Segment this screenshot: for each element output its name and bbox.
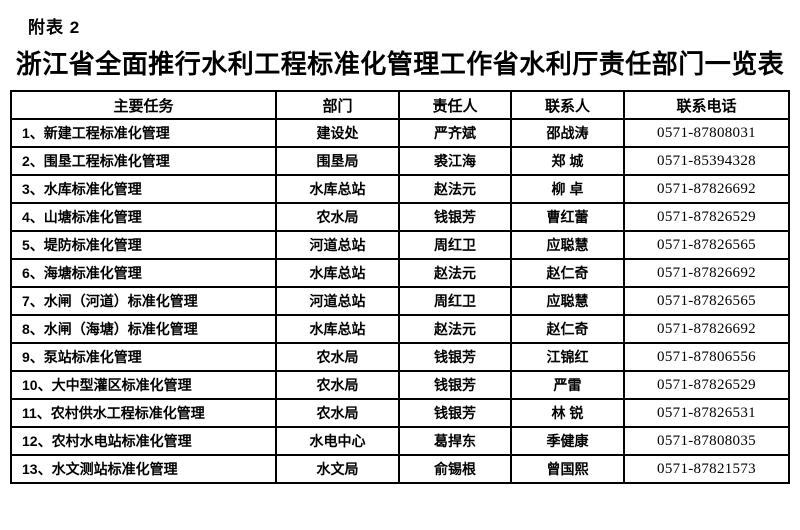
cell-person: 周红卫 — [398, 230, 512, 260]
cell-phone: 0571-87808035 — [623, 426, 790, 456]
cell-person: 周红卫 — [398, 286, 512, 316]
cell-contact: 曾国熙 — [510, 454, 625, 484]
responsibility-table: 主要任务 部门 责任人 联系人 联系电话 1、新建工程标准化管理 建设处 严齐斌 邵战… — [10, 90, 790, 484]
cell-task: 1、新建工程标准化管理 — [10, 118, 277, 148]
cell-phone: 0571-87826565 — [623, 230, 790, 260]
cell-contact: 郑 城 — [510, 146, 625, 176]
cell-person: 钱银芳 — [398, 342, 512, 372]
cell-task: 3、水库标准化管理 — [10, 174, 277, 204]
cell-contact: 严雷 — [510, 370, 625, 400]
cell-phone: 0571-85394328 — [623, 146, 790, 176]
cell-phone: 0571-87826692 — [623, 258, 790, 288]
header-contact-phone: 联系电话 — [623, 90, 790, 120]
cell-contact: 林 锐 — [510, 398, 625, 428]
cell-contact: 邵战涛 — [510, 118, 625, 148]
table-row: 12、农村水电站标准化管理 水电中心 葛捍东 季健康 0571-87808035 — [10, 426, 790, 456]
cell-task: 6、海塘标准化管理 — [10, 258, 277, 288]
cell-task: 7、水闸（河道）标准化管理 — [10, 286, 277, 316]
cell-phone: 0571-87826692 — [623, 174, 790, 204]
cell-dept: 农水局 — [275, 342, 400, 372]
header-main-task: 主要任务 — [10, 90, 277, 120]
header-responsible: 责任人 — [398, 90, 512, 120]
cell-contact: 赵仁奇 — [510, 258, 625, 288]
cell-contact: 赵仁奇 — [510, 314, 625, 344]
cell-contact: 应聪慧 — [510, 230, 625, 260]
cell-dept: 农水局 — [275, 370, 400, 400]
cell-task: 4、山塘标准化管理 — [10, 202, 277, 232]
cell-dept: 围垦局 — [275, 146, 400, 176]
cell-phone: 0571-87826529 — [623, 370, 790, 400]
cell-task: 5、堤防标准化管理 — [10, 230, 277, 260]
cell-dept: 河道总站 — [275, 230, 400, 260]
cell-phone: 0571-87806556 — [623, 342, 790, 372]
table-row: 6、海塘标准化管理 水库总站 赵法元 赵仁奇 0571-87826692 — [10, 258, 790, 288]
cell-dept: 水文局 — [275, 454, 400, 484]
cell-dept: 水电中心 — [275, 426, 400, 456]
cell-contact: 季健康 — [510, 426, 625, 456]
cell-task: 8、水闸（海塘）标准化管理 — [10, 314, 277, 344]
cell-contact: 江锦红 — [510, 342, 625, 372]
cell-person: 钱银芳 — [398, 398, 512, 428]
cell-person: 钱银芳 — [398, 202, 512, 232]
cell-task: 13、水文测站标准化管理 — [10, 454, 277, 484]
cell-person: 裘江海 — [398, 146, 512, 176]
cell-task: 12、农村水电站标准化管理 — [10, 426, 277, 456]
cell-phone: 0571-87826531 — [623, 398, 790, 428]
cell-dept: 农水局 — [275, 398, 400, 428]
header-contact-person: 联系人 — [510, 90, 625, 120]
table-row: 4、山塘标准化管理 农水局 钱银芳 曹红蕾 0571-87826529 — [10, 202, 790, 232]
table-row: 1、新建工程标准化管理 建设处 严齐斌 邵战涛 0571-87808031 — [10, 118, 790, 148]
table-header-row: 主要任务 部门 责任人 联系人 联系电话 — [10, 90, 790, 120]
cell-dept: 农水局 — [275, 202, 400, 232]
cell-dept: 水库总站 — [275, 258, 400, 288]
table-row: 11、农村供水工程标准化管理 农水局 钱银芳林 锐 0571-87826531 — [10, 398, 790, 428]
cell-dept: 建设处 — [275, 118, 400, 148]
table-row: 5、堤防标准化管理 河道总站 周红卫 应聪慧 0571-87826565 — [10, 230, 790, 260]
cell-dept: 水库总站 — [275, 314, 400, 344]
cell-person: 严齐斌 — [398, 118, 512, 148]
table-row: 10、大中型灌区标准化管理 农水局 钱银芳 严雷 0571-87826529 — [10, 370, 790, 400]
cell-phone: 0571-87826529 — [623, 202, 790, 232]
page-title: 浙江省全面推行水利工程标准化管理工作省水利厅责任部门一览表 — [15, 49, 785, 79]
table-body: 1、新建工程标准化管理 建设处 严齐斌 邵战涛 0571-87808031 2、围垦工程标… — [10, 118, 790, 484]
cell-dept: 水库总站 — [275, 174, 400, 204]
cell-person: 葛捍东 — [398, 426, 512, 456]
table-row: 8、水闸（海塘）标准化管理 水库总站 赵法元 赵仁奇 0571-87826692 — [10, 314, 790, 344]
cell-task: 11、农村供水工程标准化管理 — [10, 398, 277, 428]
cell-task: 9、泵站标准化管理 — [10, 342, 277, 372]
cell-person: 俞锡根 — [398, 454, 512, 484]
table-row: 3、水库标准化管理 水库总站 赵法元柳 卓 0571-87826692 — [10, 174, 790, 204]
cell-phone: 0571-87808031 — [623, 118, 790, 148]
cell-contact: 柳 卓 — [510, 174, 625, 204]
cell-phone: 0571-87821573 — [623, 454, 790, 484]
table-row: 2、围垦工程标准化管理 围垦局 裘江海郑 城 0571-85394328 — [10, 146, 790, 176]
table-row: 9、泵站标准化管理 农水局 钱银芳 江锦红 0571-87806556 — [10, 342, 790, 372]
cell-phone: 0571-87826565 — [623, 286, 790, 316]
cell-contact: 应聪慧 — [510, 286, 625, 316]
cell-contact: 曹红蕾 — [510, 202, 625, 232]
header-department: 部门 — [275, 90, 400, 120]
table-row: 13、水文测站标准化管理 水文局 俞锡根 曾国熙 0571-87821573 — [10, 454, 790, 484]
cell-task: 10、大中型灌区标准化管理 — [10, 370, 277, 400]
cell-phone: 0571-87826692 — [623, 314, 790, 344]
cell-person: 钱银芳 — [398, 370, 512, 400]
appendix-label: 附表 2 — [28, 18, 81, 37]
cell-dept: 河道总站 — [275, 286, 400, 316]
cell-person: 赵法元 — [398, 258, 512, 288]
cell-person: 赵法元 — [398, 314, 512, 344]
cell-person: 赵法元 — [398, 174, 512, 204]
cell-task: 2、围垦工程标准化管理 — [10, 146, 277, 176]
table-row: 7、水闸（河道）标准化管理 河道总站 周红卫 应聪慧 0571-87826565 — [10, 286, 790, 316]
